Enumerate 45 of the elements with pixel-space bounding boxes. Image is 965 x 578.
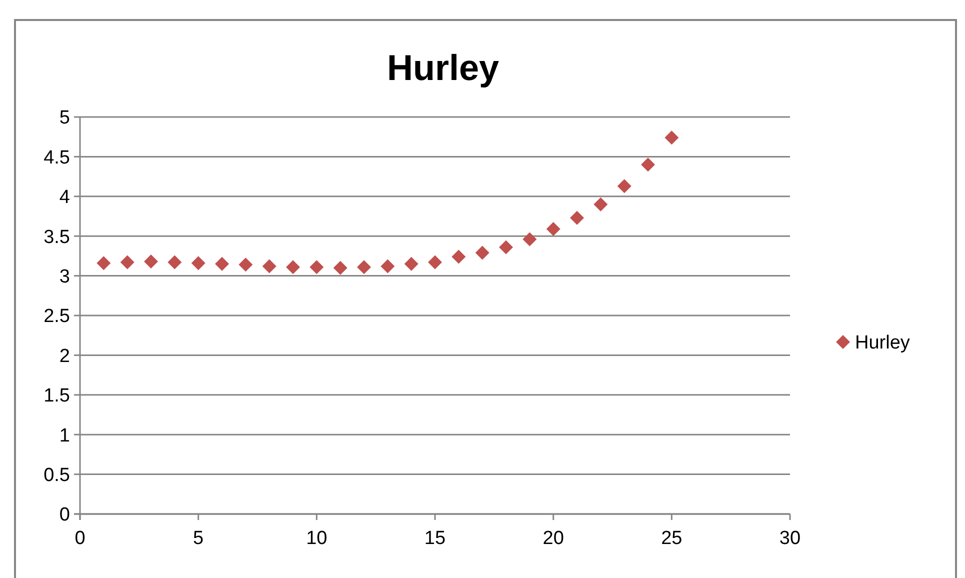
point: [522, 232, 537, 246]
point: [310, 260, 324, 274]
point: [546, 222, 560, 236]
point: [664, 130, 679, 145]
point: [357, 260, 371, 274]
y-tick-label: 3: [59, 266, 70, 288]
point: [641, 158, 655, 172]
y-tick-label: 1.5: [44, 386, 70, 407]
point: [594, 197, 608, 212]
point: [475, 246, 490, 260]
legend-label: Hurley: [855, 332, 910, 354]
y-tick-label: 5: [59, 108, 70, 129]
y-tick-label: 4.5: [44, 147, 70, 168]
point: [96, 256, 111, 270]
point: [428, 255, 442, 270]
y-tick-label: 4: [59, 187, 70, 208]
y-tick-label: 1: [59, 425, 70, 446]
point: [238, 258, 253, 272]
point: [144, 254, 158, 269]
y-tick-label: 0.5: [44, 464, 70, 486]
point: [191, 256, 206, 270]
y-tick-label: 3.5: [44, 226, 70, 248]
x-tick-label: 10: [306, 528, 328, 549]
point: [570, 210, 584, 225]
x-tick-label: 15: [424, 528, 446, 549]
chart-title: Hurley: [386, 47, 500, 88]
x-tick-label: 20: [542, 528, 564, 549]
point: [380, 259, 395, 274]
y-tick-label: 2: [59, 346, 70, 367]
point: [404, 256, 418, 271]
point: [452, 250, 466, 264]
y-tick-label: 2.5: [44, 306, 70, 328]
point: [120, 255, 134, 270]
x-tick-label: 25: [661, 528, 682, 549]
x-tick-label: 30: [779, 528, 801, 549]
point: [499, 240, 513, 254]
x-tick-label: 0: [74, 528, 86, 549]
y-tick-label: 0: [59, 504, 70, 526]
point: [333, 260, 348, 275]
x-tick-label: 5: [193, 528, 204, 549]
point: [286, 260, 300, 274]
point: [262, 259, 276, 274]
point: [215, 256, 229, 271]
point: [168, 255, 182, 270]
point: [617, 179, 632, 194]
